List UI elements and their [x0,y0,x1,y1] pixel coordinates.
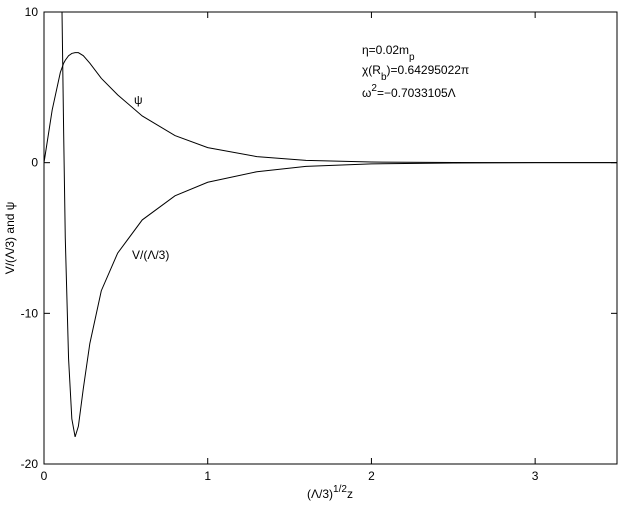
x-tick-label: 2 [368,469,375,483]
x-axis-label: (Λ/3)1/2z [307,484,353,501]
y-axis-label: V/(Λ/3) and ψ [3,202,17,275]
annotation-script: b [381,72,387,83]
annotation-part: η=0.02m [362,43,409,57]
x-label-sup: 1/2 [333,484,347,495]
x-label-part: z [347,487,353,501]
series-label: ψ [134,93,143,107]
x-tick-label: 0 [41,469,48,483]
annotation: ω2=−0.7033105Λ [362,83,456,100]
y-tick-label: 0 [31,156,38,170]
annotation: χ(Rb)=0.64295022π [362,63,469,83]
x-tick-label: 3 [532,469,539,483]
annotation: η=0.02mp [362,43,415,63]
series-label: V/(Λ/3) [132,248,169,262]
y-tick-label: -10 [21,306,39,320]
annotation-part: =−0.7033105Λ [377,86,456,100]
y-tick-label: -20 [21,457,39,471]
annotation-script: p [409,52,415,63]
x-label-part: (Λ/3) [307,487,333,501]
series-line [44,52,617,164]
series-group [44,12,617,438]
plot-frame [43,11,618,465]
series-line [61,12,617,438]
annotation-part: χ(R [362,63,381,77]
x-tick-label: 1 [204,469,211,483]
annotation-script: 2 [371,83,377,94]
annotation-part: ω [362,86,371,100]
y-tick-label: 10 [25,5,39,19]
annotation-part: )=0.64295022π [387,63,470,77]
